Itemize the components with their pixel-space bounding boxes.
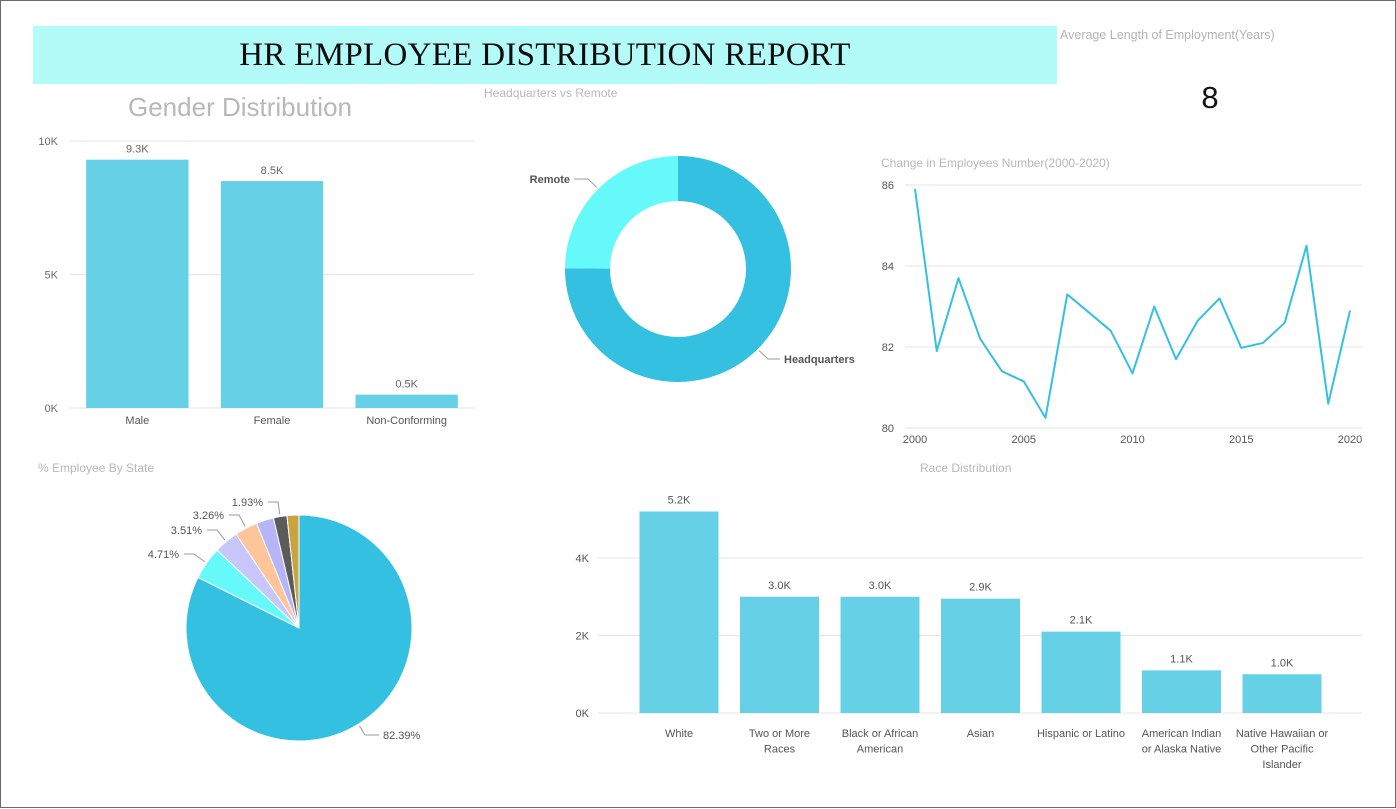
employees-line-series	[914, 188, 1351, 419]
race-x-tick-label: Islander	[1262, 759, 1301, 771]
line-x-tick-label: 2000	[903, 434, 927, 446]
line-x-tick-label: 2005	[1012, 434, 1036, 446]
gender-x-tick-label: Female	[254, 415, 291, 427]
state-pie-slice	[185, 514, 413, 742]
race-x-tick-label: White	[665, 728, 693, 740]
line-chart-title: Change in Employees Number(2000-2020)	[881, 156, 1110, 170]
title-banner: HR EMPLOYEE DISTRIBUTION REPORT	[33, 26, 1057, 84]
race-x-tick-label: Two or More	[749, 728, 810, 740]
race-x-tick-label: Other Pacific	[1251, 744, 1314, 756]
state-leader-line	[207, 529, 226, 541]
state-leader-line	[358, 725, 379, 736]
state-leader-line	[268, 501, 281, 515]
race-x-tick-label: Hispanic or Latino	[1037, 728, 1125, 740]
hq-donut-slice	[565, 156, 678, 269]
gender-bar	[355, 394, 458, 408]
gender-y-tick-label: 5K	[45, 270, 59, 282]
race-bar	[840, 596, 920, 713]
race-x-tick-label: American Indian	[1142, 728, 1222, 740]
hq-donut-slice	[565, 156, 791, 382]
gender-bar	[220, 181, 324, 408]
state-slice-label: 4.71%	[148, 549, 179, 561]
race-data-label: 2.1K	[1070, 615, 1093, 627]
state-slice-label: 82.39%	[383, 730, 421, 742]
state-pie-slice	[286, 514, 300, 629]
state-slice-label: 3.51%	[171, 525, 202, 537]
race-x-tick-label: Native Hawaiian or	[1236, 728, 1329, 740]
line-x-tick-label: 2010	[1120, 434, 1144, 446]
race-bar	[1041, 631, 1121, 713]
gender-bar	[86, 159, 189, 408]
race-data-label: 1.0K	[1271, 657, 1294, 669]
line-y-tick-label: 84	[882, 261, 894, 273]
line-y-tick-label: 80	[882, 423, 894, 435]
race-bar	[941, 598, 1020, 713]
race-y-tick-label: 0K	[576, 708, 590, 720]
race-data-label: 1.1K	[1170, 653, 1193, 665]
race-y-tick-label: 2K	[576, 631, 590, 643]
state-slice-label: 3.26%	[193, 510, 224, 522]
race-x-tick-label: Races	[764, 744, 796, 756]
hq-slice-label: Headquarters	[784, 354, 855, 366]
gender-x-tick-label: Non-Conforming	[366, 415, 447, 427]
race-x-tick-label: Black or African	[842, 728, 918, 740]
line-y-tick-label: 86	[882, 180, 894, 192]
avg-employment-label: Average Length of Employment(Years)	[1060, 28, 1275, 42]
gender-data-label: 9.3K	[126, 144, 149, 156]
gender-data-label: 8.5K	[261, 165, 284, 177]
line-y-tick-label: 82	[882, 342, 894, 354]
line-x-tick-label: 2015	[1229, 434, 1253, 446]
race-bar	[639, 511, 719, 713]
race-x-tick-label: Asian	[967, 728, 995, 740]
avg-employment-value: 8	[1201, 80, 1219, 115]
gender-y-tick-label: 10K	[38, 136, 58, 148]
state-leader-line	[184, 553, 206, 563]
gender-y-tick-label: 0K	[45, 403, 59, 415]
race-x-tick-label: American	[857, 744, 903, 756]
race-data-label: 2.9K	[969, 582, 992, 594]
gender-chart-title: Gender Distribution	[128, 92, 352, 122]
hq-chart-title: Headquarters vs Remote	[484, 86, 618, 100]
race-bar	[740, 596, 819, 713]
race-y-tick-label: 4K	[576, 553, 590, 565]
report-title: HR EMPLOYEE DISTRIBUTION REPORT	[239, 36, 851, 73]
race-data-label: 3.0K	[768, 580, 791, 592]
race-chart-title: Race Distribution	[920, 461, 1011, 475]
hq-slice-label: Remote	[530, 174, 570, 186]
race-data-label: 3.0K	[869, 580, 892, 592]
race-bar	[1142, 670, 1221, 713]
race-data-label: 5.2K	[668, 495, 691, 507]
state-slice-label: 1.93%	[232, 497, 263, 509]
gender-x-tick-label: Male	[125, 415, 149, 427]
line-x-tick-label: 2020	[1338, 434, 1362, 446]
hq-leader-line	[574, 178, 598, 188]
state-chart-title: % Employee By State	[38, 461, 154, 475]
gender-data-label: 0.5K	[395, 379, 418, 391]
state-leader-line	[229, 514, 246, 527]
race-bar	[1242, 674, 1322, 713]
race-x-tick-label: or Alaska Native	[1142, 744, 1221, 756]
hq-leader-line	[758, 350, 780, 360]
